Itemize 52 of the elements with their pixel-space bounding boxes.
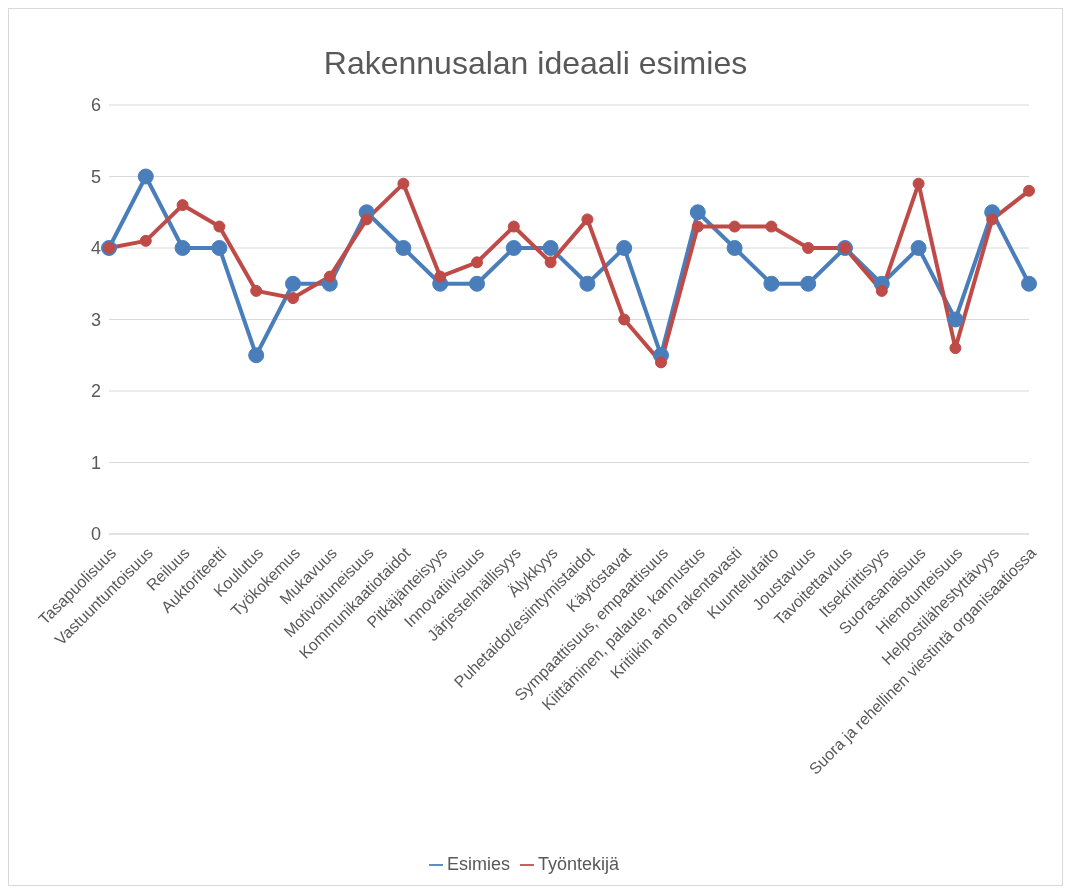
point — [434, 270, 447, 283]
point — [469, 275, 485, 292]
point — [579, 275, 596, 292]
point — [176, 199, 189, 212]
y-tick-label: 1 — [90, 452, 101, 473]
point — [655, 356, 667, 369]
y-tick-label: 3 — [90, 309, 101, 330]
point — [1023, 184, 1035, 197]
point — [581, 213, 594, 226]
point — [507, 220, 520, 233]
point — [395, 240, 412, 256]
point — [323, 270, 336, 283]
legend-label: Työntekijä — [537, 854, 620, 874]
chart-title: Rakennusalan ideaali esimies — [322, 44, 749, 83]
point — [137, 168, 154, 185]
point — [544, 256, 557, 269]
point — [912, 177, 925, 190]
point — [213, 220, 226, 233]
y-tick-label: 0 — [90, 524, 101, 545]
point — [947, 311, 964, 328]
point — [285, 275, 301, 292]
point — [505, 240, 522, 256]
point — [542, 240, 559, 256]
point — [986, 213, 999, 226]
point — [765, 220, 778, 233]
point — [360, 213, 373, 226]
point — [211, 240, 228, 256]
point — [250, 284, 263, 297]
point — [802, 242, 815, 254]
point — [248, 347, 265, 364]
y-tick-label: 6 — [90, 95, 101, 116]
point — [949, 342, 962, 355]
y-tick-label: 5 — [90, 166, 101, 187]
point — [910, 240, 927, 256]
point — [691, 220, 704, 233]
point — [800, 275, 817, 292]
point — [139, 234, 152, 247]
point — [875, 284, 888, 297]
y-tick-label: 2 — [90, 381, 101, 402]
point — [616, 240, 633, 256]
point — [728, 220, 741, 233]
point — [287, 292, 299, 305]
point — [763, 275, 780, 292]
point — [689, 204, 706, 221]
point — [471, 256, 483, 269]
legend-label: Esimies — [446, 854, 510, 874]
point — [726, 240, 743, 256]
point — [618, 313, 631, 326]
point — [174, 240, 191, 256]
y-tick-label: 4 — [90, 238, 101, 259]
point — [397, 177, 410, 190]
point — [1021, 275, 1037, 292]
